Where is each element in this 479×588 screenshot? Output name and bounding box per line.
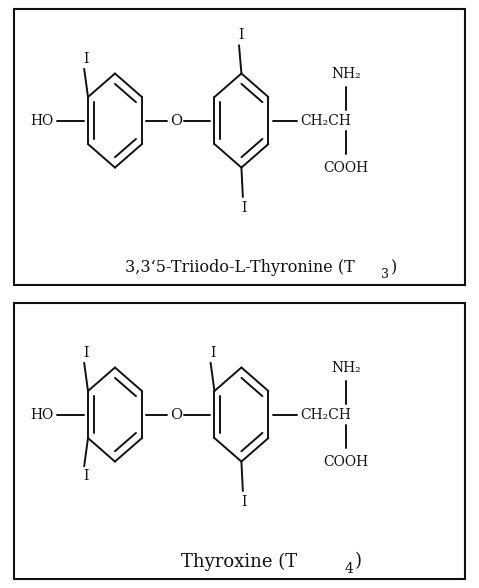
Text: O: O bbox=[170, 113, 182, 128]
Text: I: I bbox=[210, 346, 215, 360]
Text: CH₂CH: CH₂CH bbox=[300, 113, 351, 128]
Text: I: I bbox=[241, 495, 247, 509]
Text: COOH: COOH bbox=[323, 455, 368, 469]
Text: ): ) bbox=[390, 259, 397, 276]
Text: HO: HO bbox=[30, 407, 53, 422]
Text: I: I bbox=[83, 346, 89, 360]
Text: I: I bbox=[83, 469, 89, 483]
Text: HO: HO bbox=[30, 113, 53, 128]
Text: Thyroxine (T: Thyroxine (T bbox=[182, 552, 297, 571]
Text: COOH: COOH bbox=[323, 161, 368, 175]
Text: NH₂: NH₂ bbox=[331, 66, 361, 81]
Text: CH₂CH: CH₂CH bbox=[300, 407, 351, 422]
Text: ): ) bbox=[354, 553, 362, 570]
Text: 3,3‘5-Triiodo-L-Thyronine (T: 3,3‘5-Triiodo-L-Thyronine (T bbox=[125, 259, 354, 276]
Text: I: I bbox=[83, 52, 89, 66]
Text: 4: 4 bbox=[345, 562, 354, 576]
Text: O: O bbox=[170, 407, 182, 422]
Bar bbox=[14, 9, 465, 285]
Text: NH₂: NH₂ bbox=[331, 360, 361, 375]
Bar bbox=[14, 303, 465, 579]
Text: I: I bbox=[241, 201, 247, 215]
Text: I: I bbox=[238, 28, 244, 42]
Text: 3: 3 bbox=[381, 268, 389, 281]
